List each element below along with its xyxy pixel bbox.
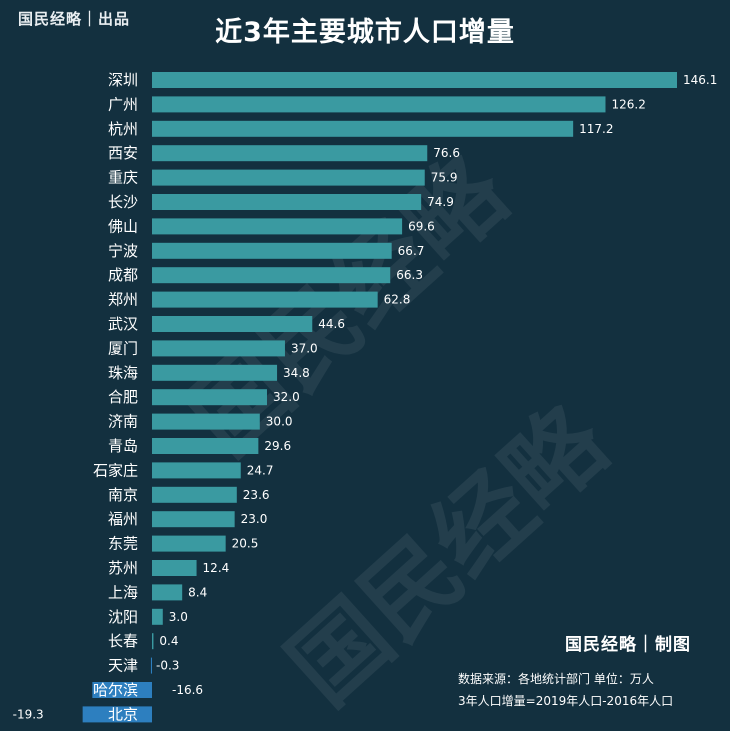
category-label: 东莞 xyxy=(108,535,138,553)
category-label: 沈阳 xyxy=(108,608,138,626)
category-label: 广州 xyxy=(108,95,138,113)
category-label: 南京 xyxy=(108,486,138,504)
bar-21 xyxy=(152,560,197,576)
category-label: 北京 xyxy=(108,705,138,723)
value-label: 12.4 xyxy=(203,561,230,575)
bar-2 xyxy=(152,96,606,113)
value-label: 76.6 xyxy=(433,146,460,160)
category-label: 济南 xyxy=(108,413,138,431)
bar-10 xyxy=(152,291,378,308)
value-label: 34.8 xyxy=(283,366,310,380)
bar-24 xyxy=(152,633,154,650)
bar-1 xyxy=(152,72,677,88)
bar-16 xyxy=(152,438,259,454)
category-label: 厦门 xyxy=(108,339,138,357)
bar-9 xyxy=(152,267,391,284)
bar-27 xyxy=(82,706,152,723)
value-label: 29.6 xyxy=(264,439,291,453)
bar-5 xyxy=(152,169,425,186)
category-label: 宁波 xyxy=(108,242,138,260)
category-label: 哈尔滨 xyxy=(93,681,138,699)
value-label: 37.0 xyxy=(291,341,318,355)
value-label: 23.0 xyxy=(241,512,268,526)
bar-8 xyxy=(152,242,392,259)
value-label: 74.9 xyxy=(427,195,454,209)
value-label: 69.6 xyxy=(408,219,435,233)
bar-3 xyxy=(152,120,574,137)
category-label: 武汉 xyxy=(108,315,138,333)
bar-18 xyxy=(152,486,237,503)
value-label: -0.3 xyxy=(156,659,179,673)
category-label: 长沙 xyxy=(108,193,138,211)
bar-13 xyxy=(152,364,278,381)
category-label: 西安 xyxy=(108,144,138,162)
value-label: 8.4 xyxy=(188,585,207,599)
formula-note: 3年人口增量=2019年人口-2016年人口 xyxy=(458,694,674,708)
value-label: 66.7 xyxy=(398,244,425,258)
bar-4 xyxy=(152,145,428,162)
value-label: 126.2 xyxy=(611,97,645,111)
bar-23 xyxy=(152,608,163,625)
bar-15 xyxy=(152,413,260,430)
value-label: 44.6 xyxy=(318,317,345,331)
category-label: 青岛 xyxy=(108,437,138,455)
bar-26 xyxy=(92,682,152,698)
bar-20 xyxy=(152,535,226,552)
category-label: 杭州 xyxy=(108,120,138,138)
category-label: 珠海 xyxy=(108,364,138,382)
value-label: 20.5 xyxy=(232,537,259,551)
category-label: 深圳 xyxy=(108,71,138,89)
bar-12 xyxy=(152,340,285,357)
bar-25 xyxy=(150,657,152,674)
value-label: -19.3 xyxy=(13,707,44,721)
value-label: 75.9 xyxy=(431,171,458,185)
value-label: 3.0 xyxy=(169,610,188,624)
bar-14 xyxy=(152,389,267,406)
value-label: 24.7 xyxy=(247,463,274,477)
category-label: 苏州 xyxy=(108,559,138,577)
value-label: 117.2 xyxy=(579,122,613,136)
category-label: 石家庄 xyxy=(93,461,138,479)
value-label: 146.1 xyxy=(683,73,717,87)
bar-22 xyxy=(152,584,183,601)
value-label: 32.0 xyxy=(273,390,300,404)
category-label: 长春 xyxy=(108,632,138,650)
bar-6 xyxy=(152,194,422,210)
category-label: 天津 xyxy=(108,657,138,675)
credit: 国民经略｜制图 xyxy=(565,635,691,655)
source-note: 数据来源：各地统计部门 单位：万人 xyxy=(458,672,654,686)
brand-logo: 国民经略｜出品 xyxy=(18,10,131,28)
value-label: 30.0 xyxy=(266,415,293,429)
value-label: 23.6 xyxy=(243,488,270,502)
bar-19 xyxy=(152,511,235,528)
value-label: -16.6 xyxy=(172,683,203,697)
bar-17 xyxy=(152,462,241,479)
value-label: 0.4 xyxy=(159,634,178,648)
bar-7 xyxy=(152,218,403,235)
category-label: 郑州 xyxy=(108,291,138,309)
chart-title: 近3年主要城市人口增量 xyxy=(215,17,515,48)
value-label: 66.3 xyxy=(396,268,423,282)
category-label: 合肥 xyxy=(108,388,138,406)
bar-11 xyxy=(152,316,313,332)
category-label: 福州 xyxy=(108,510,138,528)
value-label: 62.8 xyxy=(384,293,411,307)
category-label: 重庆 xyxy=(108,169,138,187)
category-label: 佛山 xyxy=(108,217,138,235)
category-label: 成都 xyxy=(108,266,138,284)
category-label: 上海 xyxy=(108,583,138,601)
